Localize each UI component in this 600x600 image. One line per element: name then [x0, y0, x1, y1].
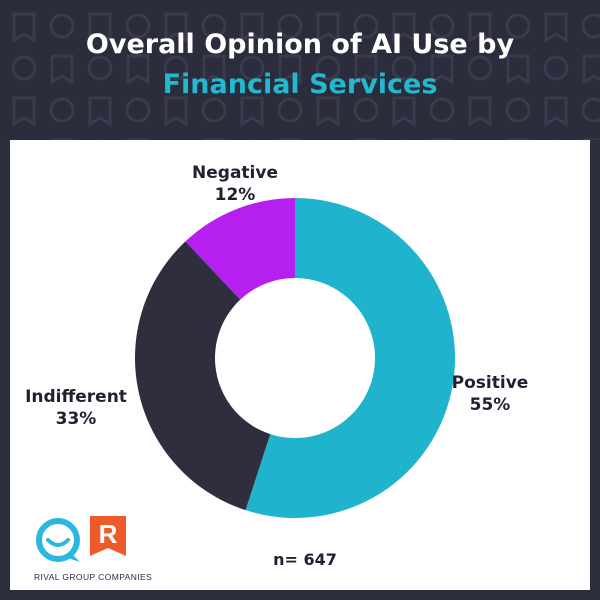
- r-flag-icon: R: [90, 516, 126, 556]
- label-negative-name: Negative: [192, 163, 278, 183]
- label-positive-value: 55%: [469, 395, 511, 416]
- title-line-2: Financial Services: [162, 68, 438, 100]
- label-positive: Positive 55%: [450, 372, 530, 416]
- label-indifferent-name: Indifferent: [25, 387, 127, 407]
- page-title: Overall Opinion of AI Use by Financial S…: [0, 28, 600, 102]
- background-pattern: [11, 12, 600, 140]
- label-positive-name: Positive: [451, 373, 529, 393]
- company-logo: R RIVAL GROUP COMPANIES: [34, 512, 164, 587]
- slice-indifferent: [134, 241, 271, 511]
- logo-icons: R: [36, 516, 126, 562]
- label-negative-value: 12%: [214, 185, 256, 206]
- title-line-1: Overall Opinion of AI Use by: [85, 29, 515, 60]
- header-banner: Overall Opinion of AI Use by Financial S…: [0, 0, 600, 140]
- chat-bubble-icon: [36, 518, 80, 562]
- logo-letter: R: [99, 519, 118, 549]
- company-name: RIVAL GROUP COMPANIES: [34, 572, 153, 582]
- label-indifferent: Indifferent 33%: [16, 386, 136, 430]
- slice-positive: [245, 198, 456, 518]
- chart-card: Negative 12% Positive 55% Indifferent 33…: [10, 140, 590, 590]
- sample-size-label: n= 647: [273, 550, 337, 569]
- slice-negative: [185, 198, 295, 300]
- label-negative: Negative 12%: [160, 162, 310, 206]
- donut-chart: [134, 198, 456, 518]
- label-indifferent-value: 33%: [55, 409, 97, 430]
